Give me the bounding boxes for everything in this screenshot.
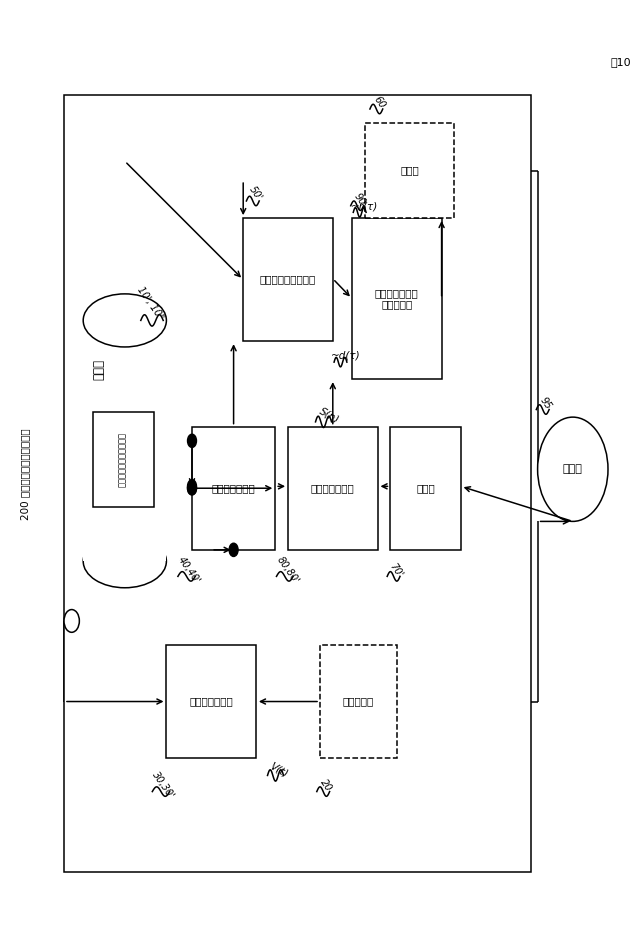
Text: 鑑賞者: 鑑賞者 (563, 465, 583, 474)
Bar (93, 412, 154, 507)
Text: トラック制御部: トラック制御部 (212, 483, 255, 493)
Text: トラック再生制御部: トラック再生制御部 (260, 275, 316, 284)
Circle shape (188, 434, 196, 447)
Ellipse shape (83, 535, 166, 588)
Text: 60: 60 (372, 95, 387, 110)
Text: 10', 10": 10', 10" (135, 284, 166, 322)
Text: 90: 90 (352, 191, 367, 207)
Text: 制御部: 制御部 (416, 483, 435, 493)
Text: S(n): S(n) (318, 406, 341, 425)
Text: 30,30': 30,30' (150, 770, 176, 800)
Bar (365, 123, 454, 218)
Text: 再生速度演算部: 再生速度演算部 (311, 483, 355, 493)
Text: 95: 95 (538, 395, 553, 410)
Text: 再生部: 再生部 (400, 166, 419, 175)
Circle shape (538, 417, 608, 521)
Text: 40,40': 40,40' (176, 556, 202, 586)
Ellipse shape (83, 294, 166, 347)
Bar (64, 95, 531, 872)
Bar (390, 427, 461, 550)
Text: V(t): V(t) (268, 760, 290, 779)
Circle shape (188, 482, 196, 495)
Bar (243, 218, 333, 341)
Text: ~d(τ): ~d(τ) (331, 351, 360, 360)
Circle shape (64, 610, 79, 632)
Text: トリガー付きコンテンツ: トリガー付きコンテンツ (118, 432, 127, 487)
Text: 呼吸計測部: 呼吸計測部 (343, 697, 374, 706)
Text: 80,80': 80,80' (275, 556, 301, 586)
Circle shape (188, 482, 196, 495)
Text: 記憶部: 記憶部 (93, 359, 106, 380)
Bar (166, 645, 256, 758)
Text: 50': 50' (248, 184, 264, 203)
Text: 呼吸指標抽出部: 呼吸指標抽出部 (189, 697, 233, 706)
Text: ~r(τ): ~r(τ) (351, 202, 378, 211)
Bar (192, 427, 275, 550)
Circle shape (188, 480, 196, 493)
Circle shape (229, 543, 238, 556)
Text: コンテンツ再生
速度制御部: コンテンツ再生 速度制御部 (375, 288, 419, 309)
Bar (320, 645, 397, 758)
Bar (288, 427, 378, 550)
Text: 70': 70' (387, 561, 404, 580)
Text: 20: 20 (319, 777, 334, 793)
Bar (352, 218, 442, 379)
Text: 200 再生コンテンツ制御装置: 200 再生コンテンツ制御装置 (20, 428, 31, 520)
Text: 図10: 図10 (611, 57, 631, 66)
Bar (83, 320, 166, 561)
